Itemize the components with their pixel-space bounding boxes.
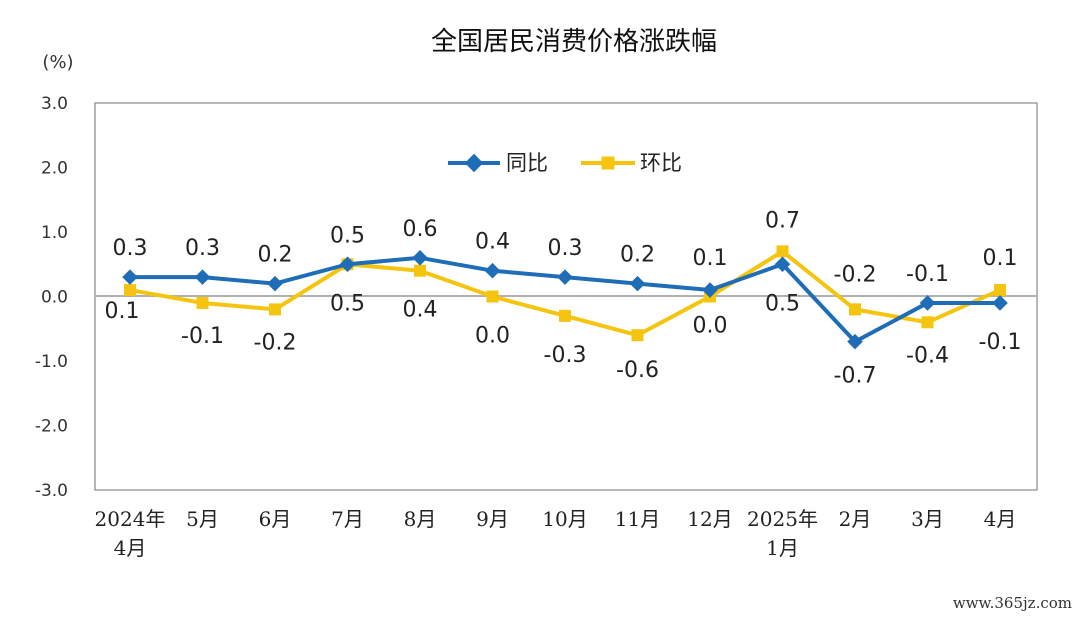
mom-point-marker [124, 284, 136, 297]
x-tick-label: 2025年 [747, 507, 818, 531]
yoy-data-label: 0.3 [185, 236, 220, 261]
yoy-point-marker [992, 295, 1008, 311]
x-tick-label: 2024年 [95, 507, 166, 531]
mom-point-marker [994, 284, 1006, 297]
yoy-point-marker [122, 269, 138, 285]
legend-mom-marker [601, 156, 615, 170]
mom-data-label: 0.7 [765, 208, 800, 233]
mom-point-marker [776, 245, 789, 258]
mom-data-label: 0.5 [330, 291, 365, 316]
y-tick-label: 1.0 [41, 223, 68, 243]
yoy-point-marker [557, 269, 573, 285]
legend-item-mom: 环比 [581, 151, 682, 175]
y-tick-label: 3.0 [41, 94, 68, 114]
legend-yoy-marker [464, 153, 484, 173]
yoy-data-label: 0.4 [475, 230, 510, 255]
mom-point-marker [921, 316, 934, 329]
watermark-text: www.365jz.com [953, 594, 1072, 612]
mom-point-marker [269, 303, 281, 316]
yoy-data-label: -0.7 [834, 364, 877, 389]
x-tick-label: 4月 [114, 536, 147, 560]
yoy-data-label: 0.5 [765, 291, 800, 316]
mom-point-marker [559, 309, 571, 322]
mom-data-label: 0.1 [983, 246, 1018, 271]
x-axis-ticks: 2024年 4月 5月 6月 7月 8月 9月 10月 11月 12月 2025年 1月 2月 3月 4月 [95, 507, 1017, 560]
yoy-data-label: -0.1 [979, 330, 1022, 355]
mom-data-label: -0.6 [616, 358, 659, 383]
mom-data-label: -0.1 [181, 324, 224, 349]
y-unit-label: (%) [42, 52, 73, 73]
mom-point-marker [196, 296, 209, 309]
yoy-point-marker [194, 269, 211, 285]
x-tick-label: 2月 [839, 507, 872, 531]
y-tick-label: 2.0 [41, 159, 68, 179]
yoy-point-marker [919, 295, 936, 311]
y-tick-label: -2.0 [35, 417, 68, 437]
mom-data-label: -0.3 [544, 343, 587, 368]
mom-data-label: 0.1 [105, 299, 140, 324]
chart-title: 全国居民消费价格涨跌幅 [431, 27, 717, 57]
legend: 同比 环比 [448, 151, 682, 175]
mom-data-label: 0.4 [403, 298, 438, 323]
yoy-data-label: 0.3 [548, 236, 583, 261]
mom-point-marker [849, 303, 861, 316]
mom-data-label: 0.0 [693, 314, 728, 339]
legend-item-yoy: 同比 [448, 151, 548, 175]
mom-data-label: -0.4 [906, 343, 949, 368]
x-tick-label: 7月 [331, 507, 364, 531]
x-tick-label: 10月 [542, 507, 587, 531]
yoy-data-label: 0.3 [113, 236, 148, 261]
x-tick-label: 1月 [766, 536, 799, 560]
legend-yoy-label: 同比 [506, 151, 548, 175]
yoy-data-label: 0.5 [330, 223, 365, 248]
y-axis-ticks: 3.0 2.0 1.0 0.0 -1.0 -2.0 -3.0 [35, 94, 68, 501]
yoy-data-label: -0.1 [906, 262, 949, 287]
mom-data-label: -0.2 [834, 262, 877, 287]
mom-point-marker [631, 329, 644, 342]
x-tick-label: 5月 [186, 507, 219, 531]
legend-mom-label: 环比 [640, 151, 682, 175]
y-tick-label: 0.0 [41, 288, 68, 308]
x-tick-label: 11月 [615, 507, 660, 531]
yoy-data-label: 0.2 [620, 243, 655, 268]
y-tick-label: -1.0 [35, 352, 68, 372]
x-tick-label: 4月 [984, 507, 1017, 531]
x-tick-label: 9月 [476, 507, 509, 531]
yoy-point-marker [412, 250, 428, 266]
mom-data-label: -0.2 [254, 330, 297, 355]
yoy-data-label: 0.2 [258, 243, 293, 268]
mom-point-marker [414, 264, 426, 277]
yoy-data-label: 0.6 [403, 217, 438, 242]
y-tick-label: -3.0 [35, 481, 68, 501]
yoy-data-label: 0.1 [693, 246, 728, 271]
mom-point-marker [486, 290, 499, 303]
x-tick-label: 3月 [911, 507, 944, 531]
x-tick-label: 8月 [404, 507, 437, 531]
yoy-point-marker [629, 275, 646, 292]
mom-data-label: 0.0 [475, 324, 510, 349]
x-tick-label: 12月 [687, 507, 732, 531]
yoy-point-marker [267, 275, 283, 292]
x-tick-label: 6月 [259, 507, 292, 531]
data-labels-layer: 0.3 0.3 0.2 0.5 0.6 0.4 0.3 0.2 0.1 0.5 -0.7 -0.1 -0… [105, 208, 1022, 388]
yoy-point-marker [484, 262, 501, 279]
